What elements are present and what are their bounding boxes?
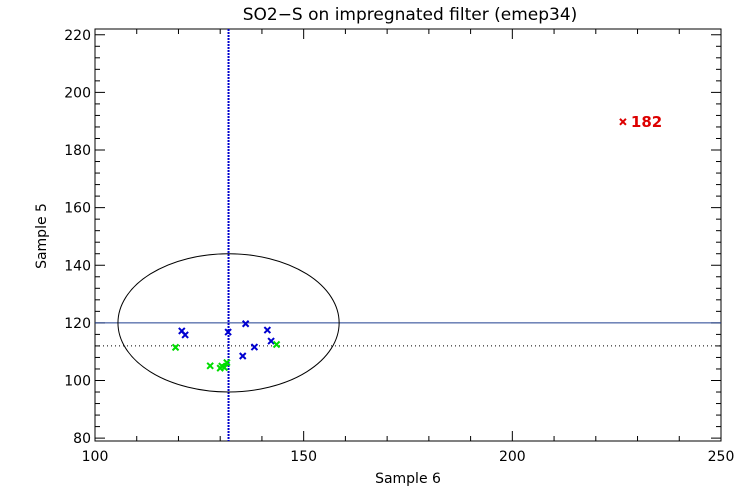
y-tick-label: 80 [73, 431, 91, 447]
y-tick-label: 200 [64, 85, 91, 101]
data-point [239, 352, 247, 360]
plot-area: 100 150 200 250 80 100 120 140 160 180 200 220 182 [64, 28, 734, 465]
data-point [263, 326, 272, 334]
data-point [272, 340, 281, 349]
outlier-label: 182 [631, 113, 662, 131]
data-point [250, 343, 259, 351]
plot-frame [94, 28, 722, 442]
data-point [267, 337, 275, 345]
y-axis-label: Sample 5 [34, 203, 50, 269]
confidence-ellipse [117, 253, 340, 393]
data-point [171, 343, 180, 352]
y-tick-label: 180 [64, 143, 91, 159]
y-tick-label: 120 [64, 316, 91, 332]
x-tick-label: 200 [499, 449, 526, 465]
x-axis-label: Sample 6 [375, 471, 441, 487]
y-tick-label: 100 [64, 373, 91, 389]
y-tick-label: 140 [64, 258, 91, 274]
data-point [206, 362, 214, 370]
y-tick-label: 220 [64, 28, 91, 44]
data-point [241, 320, 250, 328]
x-tick-label: 100 [82, 449, 109, 465]
data-point [619, 118, 627, 126]
x-tick-label: 250 [708, 449, 735, 465]
data-point [220, 363, 229, 372]
data-point [224, 328, 232, 336]
data-point [181, 331, 189, 339]
data-point [223, 358, 231, 367]
y-tick-label: 160 [64, 201, 91, 217]
x-tick-label: 150 [290, 449, 317, 465]
chart-title: SO2−S on impregnated filter (emep34) [243, 5, 578, 25]
